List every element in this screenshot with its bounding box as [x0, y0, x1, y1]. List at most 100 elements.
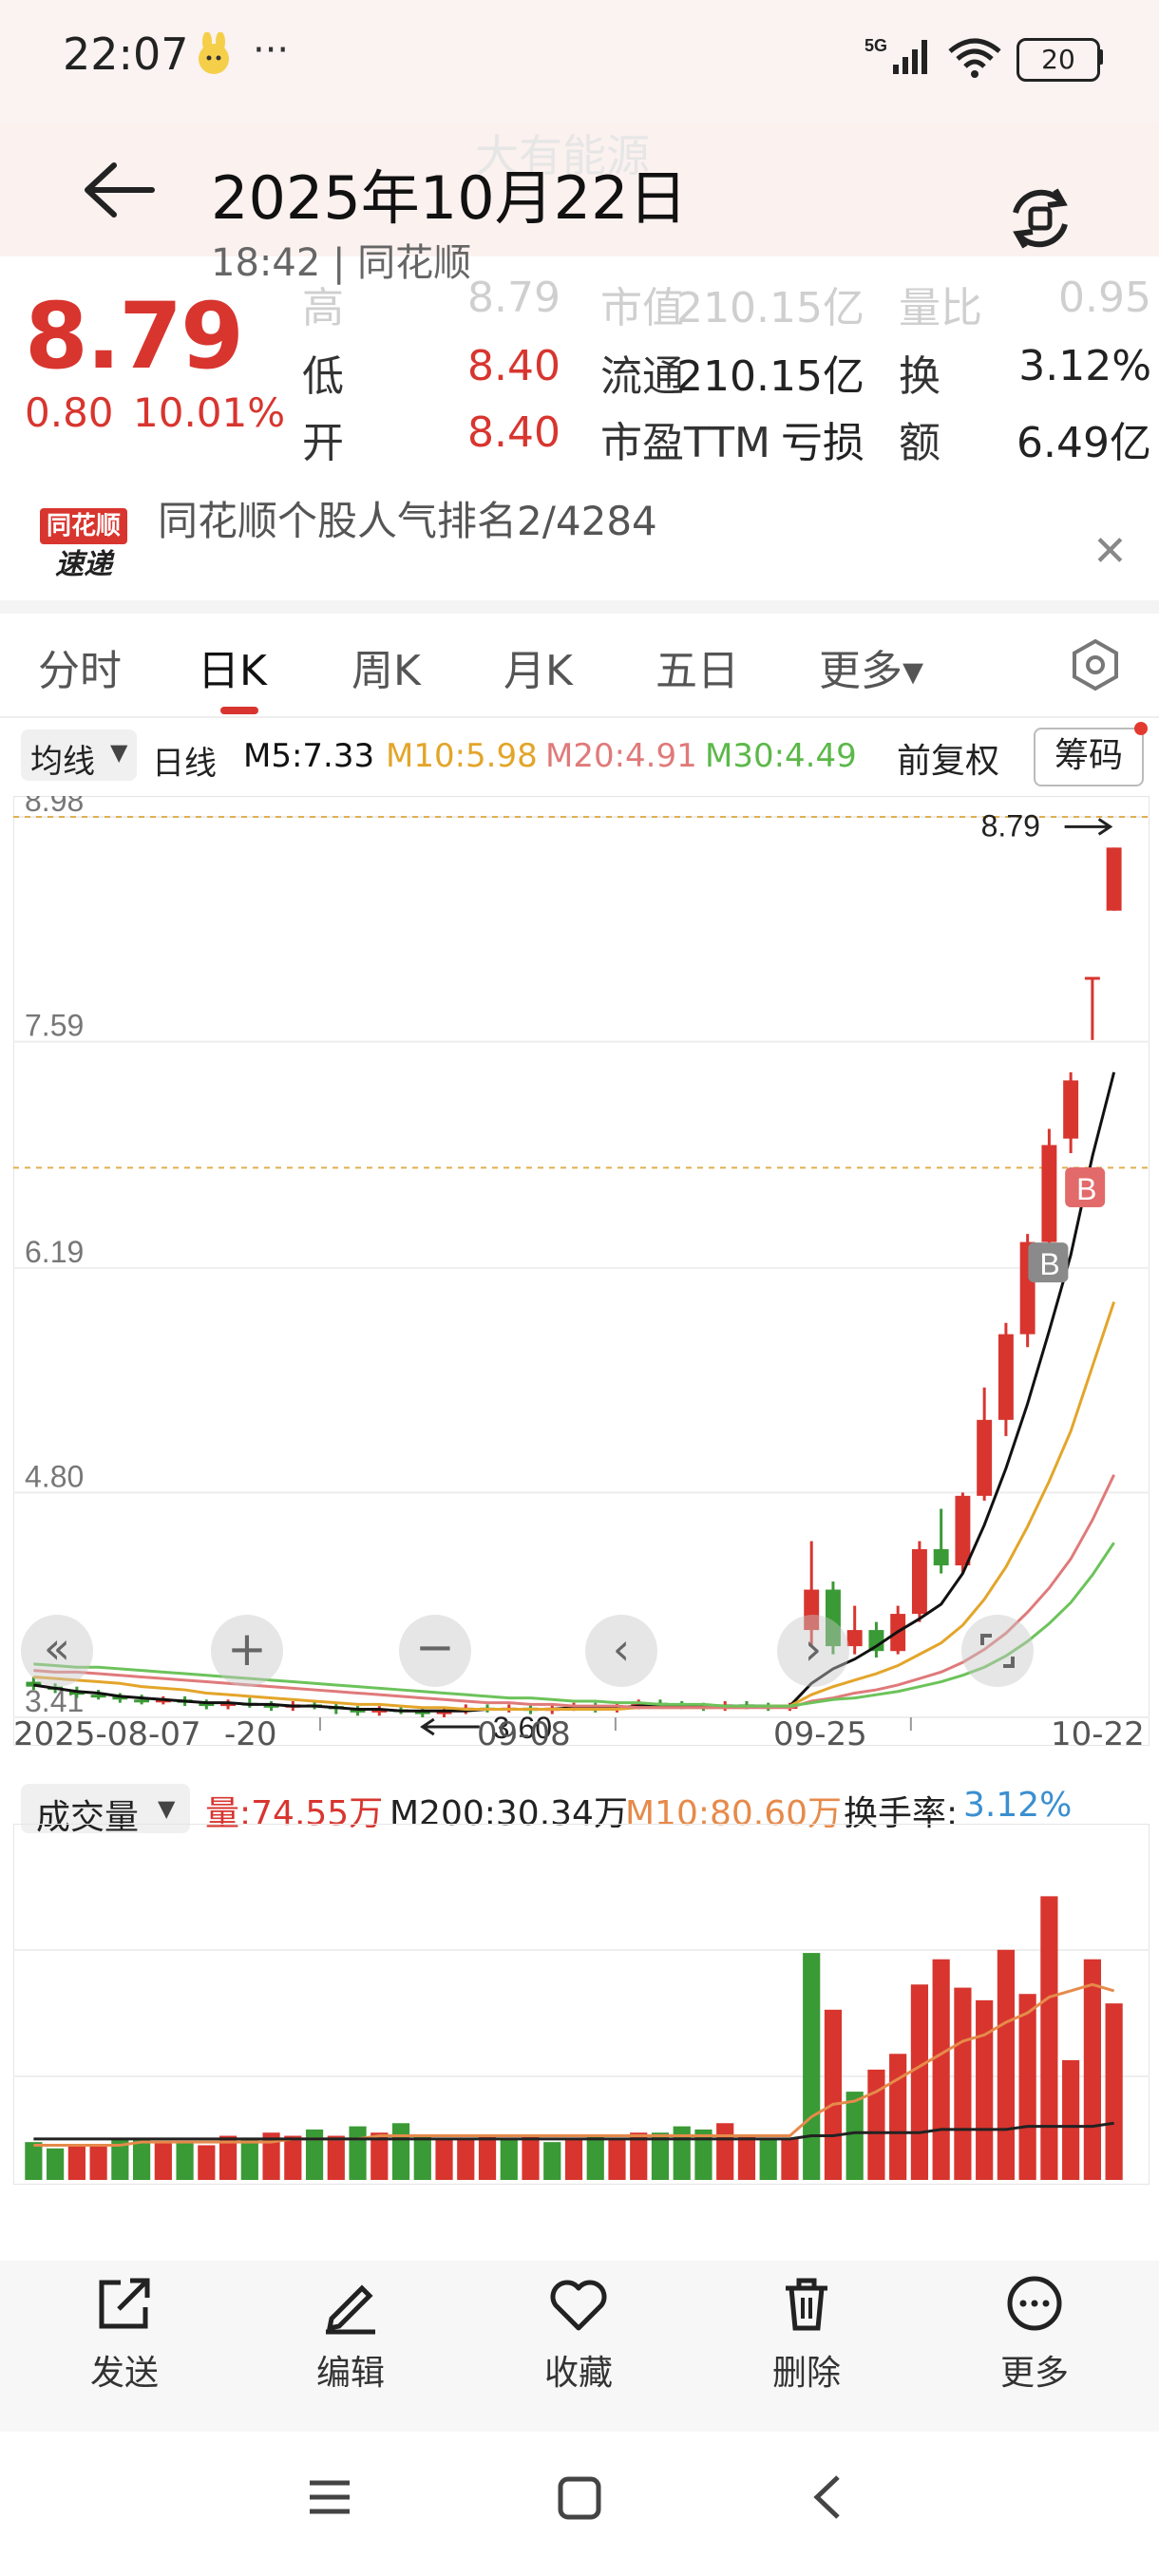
volume-bar	[133, 2138, 151, 2180]
close-icon[interactable]: ✕	[1092, 527, 1128, 576]
forward-adjust-toggle[interactable]: 前复权	[897, 742, 1000, 781]
tab-five-day[interactable]: 五日	[656, 647, 739, 695]
quote-volratio-label: 量比	[899, 284, 982, 332]
volume-chart[interactable]	[13, 1824, 1150, 2185]
volume-bar	[370, 2132, 389, 2180]
section-divider	[0, 600, 1159, 614]
tab-weekly-k[interactable]: 周K	[352, 647, 421, 695]
fullscreen-icon[interactable]	[961, 1615, 1034, 1687]
y-tick-label: 8.98	[25, 796, 84, 818]
wifi-icon	[946, 36, 1003, 84]
logo-top-text: 同花顺	[40, 508, 127, 544]
back-nav-icon[interactable]	[809, 2473, 847, 2525]
status-bar	[0, 0, 1159, 123]
zoom-in-icon[interactable]: +	[211, 1615, 283, 1687]
volume-bar	[67, 2145, 86, 2180]
ma10-value: M10:5.98	[386, 737, 538, 775]
rank-banner[interactable]	[0, 475, 1159, 598]
candle-body	[90, 1695, 106, 1698]
min-price-label: 3.60	[493, 1711, 552, 1745]
menu-icon[interactable]	[306, 2473, 353, 2525]
tab-intraday[interactable]: 分时	[38, 647, 122, 695]
favorite-button[interactable]: 收藏	[507, 2265, 650, 2395]
volume-bar	[803, 1953, 821, 2180]
volume-bar	[564, 2138, 583, 2180]
send-button[interactable]: 发送	[53, 2265, 196, 2395]
quote-open-label: 开	[302, 419, 344, 467]
edit-label: 编辑	[315, 2354, 385, 2393]
candle-body	[1106, 847, 1122, 911]
scroll-right-icon[interactable]: ›	[777, 1615, 849, 1687]
delete-button[interactable]: 删除	[735, 2265, 878, 2395]
more-button[interactable]: 更多	[963, 2265, 1106, 2395]
candle-body	[134, 1699, 150, 1703]
network-label: 5G	[864, 36, 887, 55]
volume-bar	[910, 1984, 929, 2180]
ma-type-select[interactable]: 均线 ▼	[21, 729, 137, 781]
volume-bar	[694, 2129, 712, 2180]
zoom-out-icon[interactable]: −	[399, 1615, 471, 1687]
tab-more[interactable]: 更多▾	[819, 647, 924, 695]
rotate-screen-icon[interactable]	[1002, 180, 1078, 256]
more-label: 更多	[999, 2354, 1069, 2393]
quote-turnover-label: 换	[899, 352, 940, 401]
candle-body	[414, 1711, 430, 1714]
volume-bar	[932, 1959, 950, 2180]
volume-bar	[478, 2135, 497, 2180]
quote-low-value: 8.40	[467, 342, 560, 390]
more-dots-icon	[1007, 2276, 1062, 2331]
quote-volratio-value: 0.95	[1058, 274, 1151, 322]
x-tick-mid2: 09-08	[477, 1715, 571, 1753]
signal-icon: 5G	[864, 34, 931, 84]
volume-bar	[846, 2092, 864, 2180]
volume-bar	[716, 2123, 734, 2180]
buy-signal-badge	[1065, 1167, 1106, 1208]
quote-turnover-value: 3.12%	[1018, 342, 1151, 390]
status-time: 22:07	[63, 28, 189, 80]
volume-bar	[997, 1949, 1015, 2180]
indicator-label: 成交量	[36, 1798, 140, 1837]
volume-ma10-line	[33, 1982, 1115, 2147]
tab-daily-k[interactable]: 日K	[198, 647, 267, 695]
candle-body	[955, 1495, 971, 1566]
battery-icon: 20	[1016, 38, 1100, 82]
buy-signal-badge	[1028, 1242, 1069, 1283]
candle-body	[846, 1630, 863, 1647]
home-square-icon[interactable]	[557, 2475, 602, 2525]
volume-bar	[25, 2142, 43, 2180]
back-arrow-icon[interactable]	[76, 152, 162, 228]
chips-button[interactable]: 筹码	[1034, 728, 1144, 786]
edit-button[interactable]: 编辑	[279, 2265, 422, 2395]
popularity-rank-text[interactable]: 同花顺个股人气排名2/4284	[158, 498, 657, 544]
trash-icon	[786, 2278, 827, 2331]
ma-line-m20	[33, 1474, 1115, 1710]
quote-low-label: 低	[302, 352, 344, 401]
dropdown-caret-icon: ▼	[110, 739, 128, 766]
turnover-label: 换手率:	[844, 1794, 959, 1833]
volume-bar	[305, 2129, 324, 2180]
volume-m200: M200:30.34万	[390, 1794, 628, 1833]
x-tick-mid1: -20	[224, 1715, 277, 1753]
quote-mktcap-label: 市值	[600, 284, 684, 332]
candle-body	[868, 1630, 884, 1652]
candle-body	[436, 1711, 452, 1714]
quote-float-value: 210.15亿	[676, 352, 864, 401]
system-nav-bar	[0, 2432, 1159, 2576]
tab-monthly-k[interactable]: 月K	[504, 647, 573, 695]
ma-select-label: 均线	[30, 743, 95, 781]
volume-bar	[824, 2009, 843, 2180]
candle-body	[1041, 1145, 1057, 1242]
settings-hexagon-icon[interactable]	[1069, 638, 1122, 691]
volume-bar	[89, 2145, 107, 2180]
scroll-to-start-icon[interactable]: «	[21, 1615, 93, 1687]
candle-body	[1084, 976, 1100, 980]
volume-bar	[1105, 2003, 1123, 2180]
candle-body	[220, 1702, 237, 1707]
candle-body	[977, 1419, 993, 1496]
logo-bottom-text: 速递	[55, 548, 112, 581]
volume-bar	[759, 2138, 777, 2180]
volume-bar	[240, 2138, 258, 2180]
scroll-left-icon[interactable]: ‹	[585, 1615, 657, 1687]
indicator-select[interactable]: 成交量 ▼	[21, 1784, 190, 1837]
